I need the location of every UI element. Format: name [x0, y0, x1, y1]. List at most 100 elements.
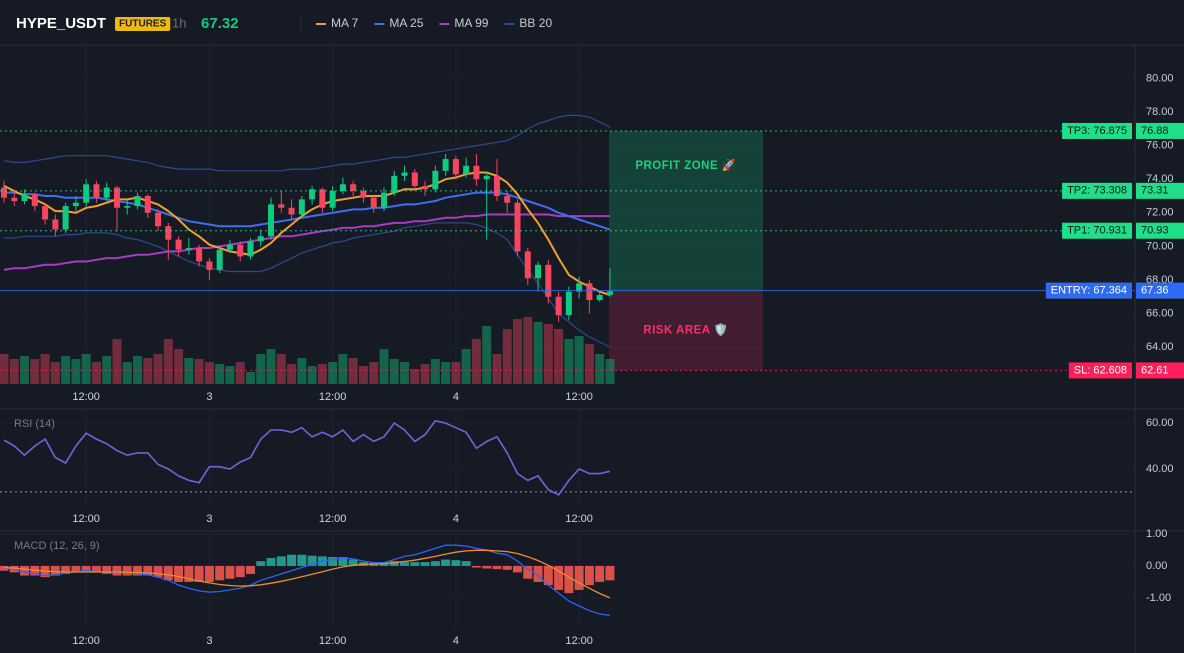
- candle-body: [288, 207, 295, 215]
- x-tick-label: 12:00: [319, 635, 347, 647]
- candle-body: [380, 192, 387, 208]
- volume-bar: [471, 339, 481, 384]
- volume-bar: [574, 336, 584, 384]
- y-tick-label: -1.00: [1146, 592, 1171, 604]
- candle-body: [504, 196, 511, 203]
- x-tick-label: 4: [453, 391, 459, 403]
- axis-label-box: [1136, 222, 1184, 239]
- candle-body: [473, 165, 480, 180]
- macd-histogram-bar: [430, 561, 440, 566]
- y-tick-label: 74.00: [1146, 173, 1174, 185]
- macd-histogram-bar: [533, 565, 543, 582]
- candle-body: [196, 248, 203, 262]
- candle-body: [237, 244, 244, 257]
- candle-body: [226, 244, 233, 250]
- last-price: 67.32: [201, 15, 239, 32]
- macd-histogram-bar: [523, 565, 533, 579]
- volume-bar: [328, 362, 338, 384]
- volume-bar: [400, 362, 410, 384]
- volume-bar: [0, 354, 9, 384]
- macd-histogram-bar: [102, 565, 112, 574]
- x-tick-label: 12:00: [319, 391, 347, 403]
- macd-histogram-bar: [112, 565, 122, 576]
- axis-label: 67.36: [1141, 285, 1169, 297]
- x-tick-label: 4: [453, 513, 459, 525]
- y-tick-label: 0.00: [1146, 560, 1167, 572]
- zone: [609, 130, 763, 291]
- macd-histogram-bar: [307, 555, 317, 566]
- macd-histogram-bar: [122, 565, 132, 576]
- candle-body: [42, 206, 49, 220]
- macd-histogram-bar: [471, 565, 481, 568]
- axis-label: 76.88: [1141, 125, 1169, 137]
- macd-histogram-bar: [595, 565, 605, 582]
- x-tick-label: 3: [206, 635, 212, 647]
- volume-bar: [410, 369, 420, 384]
- x-tick-label: 12:00: [565, 635, 593, 647]
- candle-body: [576, 283, 583, 292]
- rsi-line: [3, 419, 611, 496]
- candle-body: [535, 264, 542, 279]
- candle-body: [31, 194, 38, 207]
- volume-bar: [554, 329, 564, 384]
- y-tick-label: 60.00: [1146, 417, 1174, 429]
- macd-histogram-bar: [605, 565, 615, 581]
- candle-body: [103, 187, 110, 198]
- candle-body: [309, 189, 316, 200]
- volume-bar: [184, 358, 194, 384]
- candle-body: [175, 239, 182, 250]
- legend-label: MA 25: [389, 16, 423, 30]
- macd-histogram-bar: [81, 565, 91, 571]
- volume-bar: [441, 362, 451, 384]
- ma-line: [3, 213, 610, 271]
- candle-body: [206, 261, 213, 270]
- macd-histogram-bar: [348, 559, 358, 566]
- macd-histogram-bar: [91, 565, 101, 573]
- macd-histogram-bar: [225, 565, 235, 579]
- candle-body: [360, 190, 367, 198]
- macd-histogram-bar: [256, 561, 266, 566]
- axis-label-box: [1136, 282, 1184, 299]
- candle-body: [493, 175, 500, 196]
- macd-histogram-bar: [20, 565, 30, 576]
- legend-label: MA 7: [331, 16, 359, 30]
- y-tick-label: 1.00: [1146, 528, 1167, 540]
- candle-body: [586, 283, 593, 301]
- candle-body: [606, 291, 613, 296]
- candle-body: [514, 202, 521, 252]
- candle-body: [319, 189, 326, 208]
- pane-label: MACD (12, 26, 9): [14, 540, 100, 552]
- candle-body: [329, 190, 336, 208]
- volume-bar: [50, 362, 60, 384]
- macd-histogram-bar: [492, 565, 502, 570]
- legend-label: BB 20: [519, 16, 552, 30]
- ma-line: [3, 171, 611, 296]
- macd-histogram-bar: [513, 565, 522, 573]
- macd-histogram-bar: [584, 565, 594, 586]
- volume-bar: [204, 362, 214, 384]
- candle-body: [144, 196, 151, 213]
- volume-bar: [112, 339, 122, 384]
- bollinger-band: [4, 222, 611, 348]
- volume-bar: [256, 354, 266, 384]
- macd-histogram-bar: [297, 554, 307, 566]
- candle-body: [83, 184, 90, 203]
- y-tick-label: 66.00: [1146, 307, 1174, 319]
- volume-bar: [30, 359, 40, 384]
- y-tick-label: 70.00: [1146, 240, 1174, 252]
- volume-bar: [71, 359, 81, 384]
- volume-bar: [564, 339, 574, 384]
- macd-histogram-bar: [184, 565, 194, 582]
- candle-body: [1, 187, 7, 198]
- candle-body: [216, 249, 223, 270]
- zone-label: RISK AREA 🛡️: [643, 323, 728, 337]
- candle-body: [432, 170, 439, 190]
- macd-histogram-bar: [194, 565, 204, 582]
- x-tick-label: 12:00: [72, 513, 100, 525]
- macd-histogram-bar: [235, 565, 245, 578]
- volume-bar: [40, 354, 50, 384]
- volume-bar: [533, 322, 543, 384]
- ma-line: [4, 191, 611, 231]
- y-tick-label: 76.00: [1146, 140, 1174, 152]
